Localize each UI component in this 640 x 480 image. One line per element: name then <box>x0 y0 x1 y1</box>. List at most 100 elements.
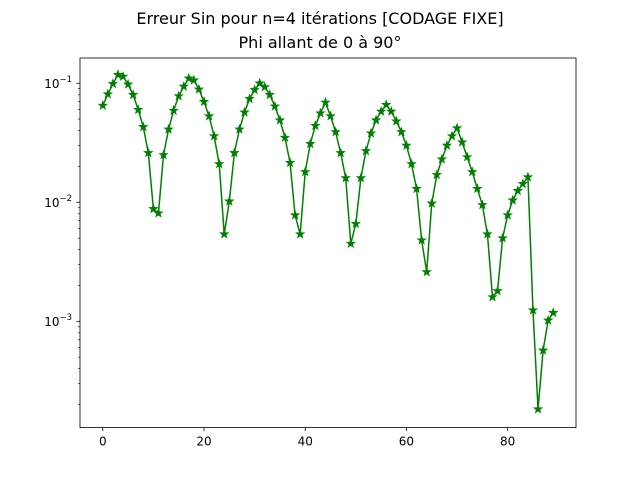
data-point-marker <box>143 147 154 158</box>
data-point-marker <box>370 114 382 125</box>
y-tick-base: 10 <box>44 315 59 329</box>
y-tick-exponent: −2 <box>59 194 72 204</box>
data-point-marker <box>472 183 483 194</box>
data-point-marker <box>391 115 402 126</box>
data-point-marker <box>163 123 174 134</box>
data-point-marker <box>274 114 286 125</box>
data-point-marker <box>284 157 296 168</box>
data-point-marker <box>426 197 437 208</box>
x-tick-label: 40 <box>298 435 313 449</box>
data-point-marker <box>456 136 468 147</box>
data-point-marker <box>315 107 326 118</box>
data-point-marker <box>305 138 316 149</box>
data-point-marker <box>401 140 412 150</box>
data-point-marker <box>244 93 255 104</box>
data-point-marker <box>406 158 417 169</box>
data-point-marker <box>300 166 311 177</box>
data-point-marker <box>512 185 524 196</box>
y-tick-exponent: −1 <box>59 75 72 85</box>
y-tick-label: 10−2 <box>44 194 72 210</box>
data-point-marker <box>102 88 114 99</box>
y-tick-label: 10−3 <box>44 313 72 329</box>
data-point-marker <box>431 169 443 180</box>
data-point-marker <box>497 232 508 243</box>
data-point-marker <box>365 127 377 138</box>
data-point-marker <box>198 96 210 107</box>
x-tick-label: 80 <box>500 435 515 449</box>
data-point-marker <box>380 99 392 110</box>
data-point-marker <box>269 100 281 111</box>
data-point-marker <box>173 90 184 101</box>
data-point-marker <box>330 126 341 137</box>
data-point-marker <box>355 172 367 183</box>
data-point-marker <box>178 80 189 91</box>
data-point-marker <box>477 199 488 210</box>
data-point-marker <box>537 344 549 355</box>
series-layer <box>97 69 559 414</box>
data-point-marker <box>492 285 503 296</box>
data-point-marker <box>229 147 240 158</box>
data-point-marker <box>208 130 220 141</box>
data-point-marker <box>451 122 463 133</box>
data-point-marker <box>289 209 301 220</box>
data-point-marker <box>345 238 356 248</box>
y-tick-exponent: −3 <box>59 313 72 323</box>
data-point-marker <box>127 89 139 100</box>
data-point-marker <box>461 151 473 162</box>
data-point-marker <box>117 71 129 81</box>
data-point-marker <box>219 228 230 239</box>
data-point-marker <box>112 69 124 80</box>
data-point-marker <box>224 195 235 206</box>
chart-title: Erreur Sin pour n=4 itérations [CODAGE F… <box>136 9 503 28</box>
data-point-marker <box>532 403 544 414</box>
data-point-marker <box>436 153 448 164</box>
data-point-marker <box>138 121 149 132</box>
data-point-marker <box>320 96 331 107</box>
data-point-marker <box>132 104 144 115</box>
data-point-marker <box>325 110 336 121</box>
data-point-marker <box>259 81 270 92</box>
data-point-marker <box>234 123 245 134</box>
data-point-marker <box>350 218 362 229</box>
data-point-marker <box>446 130 458 141</box>
data-point-marker <box>310 120 321 131</box>
data-point-marker <box>264 89 276 100</box>
y-tick-label: 10−1 <box>44 75 72 91</box>
y-tick-base: 10 <box>44 196 59 210</box>
data-point-marker <box>467 166 478 177</box>
data-point-marker <box>203 110 215 121</box>
x-tick-label: 60 <box>399 435 414 449</box>
data-point-marker <box>482 228 493 239</box>
data-point-marker <box>502 209 513 220</box>
data-point-marker <box>168 105 179 115</box>
data-point-marker <box>360 145 372 156</box>
data-point-marker <box>254 77 265 88</box>
chart-subtitle: Phi allant de 0 à 90° <box>239 33 402 52</box>
plot-area: 0 20 40 60 80 10−310−210−1 <box>44 57 577 449</box>
data-point-marker <box>158 149 169 160</box>
data-point-marker <box>421 266 432 277</box>
data-point-marker <box>507 194 518 205</box>
data-point-marker <box>340 172 351 183</box>
data-point-marker <box>527 304 539 315</box>
data-point-marker <box>249 84 260 95</box>
x-axis: 0 20 40 60 80 <box>99 427 515 449</box>
data-point-marker <box>375 105 387 116</box>
data-point-marker <box>487 291 498 302</box>
data-point-marker <box>239 106 250 117</box>
data-point-marker <box>193 83 205 94</box>
data-point-marker <box>188 74 200 85</box>
x-tick-label: 20 <box>196 435 211 449</box>
data-point-marker <box>148 203 159 214</box>
data-point-marker <box>97 100 108 110</box>
data-point-marker <box>416 234 427 245</box>
data-point-marker <box>517 178 529 189</box>
data-point-marker <box>542 314 554 325</box>
data-point-marker <box>294 228 306 239</box>
data-point-marker <box>522 171 534 182</box>
x-tick-label: 0 <box>99 435 107 449</box>
data-point-marker <box>548 307 559 318</box>
y-tick-base: 10 <box>44 77 59 91</box>
data-point-marker <box>183 72 195 83</box>
